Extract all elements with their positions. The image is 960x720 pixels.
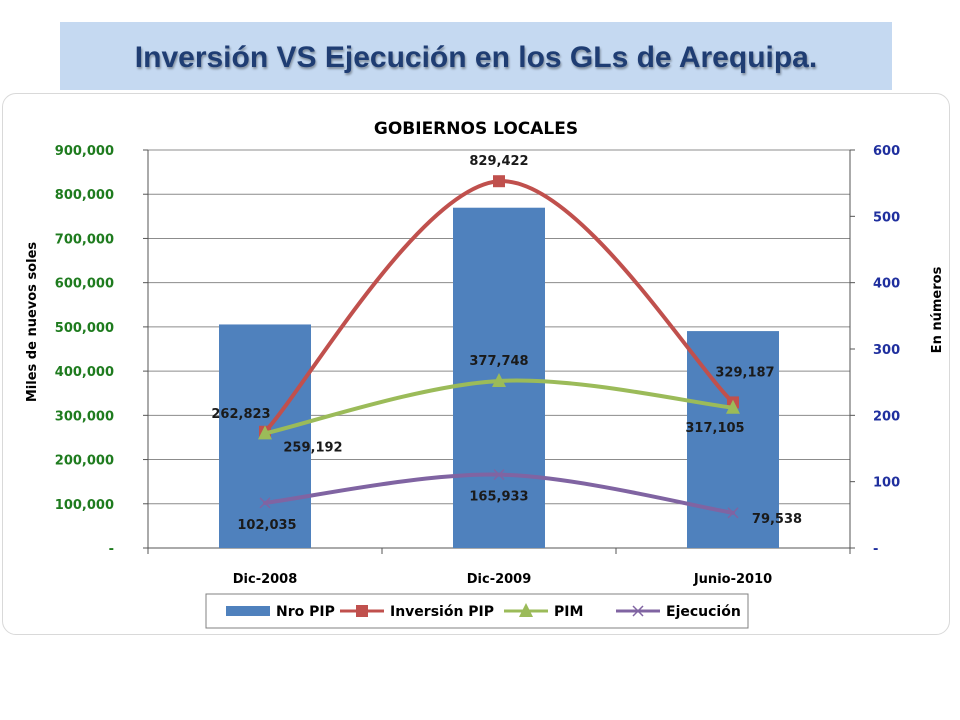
y-tick-label: 100,000 <box>55 498 114 513</box>
legend-label: Nro PIP <box>276 604 335 620</box>
data-label: 829,422 <box>469 154 528 169</box>
y-tick-label: 800,000 <box>55 188 114 203</box>
x-tick-label: Dic-2008 <box>233 572 298 587</box>
y2-axis-title: En números <box>930 266 945 353</box>
y2-tick-label: 100 <box>873 476 900 491</box>
marker-triangle <box>726 399 740 414</box>
marker-square <box>493 175 505 188</box>
y2-tick-label: 400 <box>873 277 900 292</box>
y-tick-label: 900,000 <box>55 144 114 159</box>
chart-title: GOBIERNOS LOCALES <box>374 119 578 139</box>
data-label: 317,105 <box>685 421 744 436</box>
y-tick-label: 700,000 <box>55 232 114 247</box>
legend-label: PIM <box>554 604 583 620</box>
data-label: 165,933 <box>469 490 528 505</box>
x-tick-label: Dic-2009 <box>467 572 532 587</box>
y-tick-label: - <box>109 542 114 557</box>
marker-x <box>632 605 644 617</box>
data-label: 262,823 <box>211 407 270 422</box>
marker-x <box>727 507 739 519</box>
marker-x <box>259 497 271 509</box>
legend-swatch <box>226 606 270 616</box>
title-banner: Inversión VS Ejecución en los GLs de Are… <box>60 22 892 90</box>
page-title: Inversión VS Ejecución en los GLs de Are… <box>134 41 818 74</box>
y-tick-label: 300,000 <box>55 409 114 424</box>
y-axis-title: Miles de nuevos soles <box>25 242 40 403</box>
marker-triangle <box>258 425 272 440</box>
y-tick-label: 600,000 <box>55 277 114 292</box>
y2-tick-label: 200 <box>873 409 900 424</box>
data-label: 329,187 <box>715 365 774 380</box>
y2-tick-label: 500 <box>873 210 900 225</box>
y2-tick-label: 300 <box>873 343 900 358</box>
x-tick-label: Junio-2010 <box>693 572 772 587</box>
data-label: 102,035 <box>237 518 296 533</box>
marker-square <box>356 605 368 617</box>
y2-tick-label: 600 <box>873 144 900 159</box>
legend-label: Inversión PIP <box>390 604 494 620</box>
y-tick-label: 500,000 <box>55 321 114 336</box>
legend-label: Ejecución <box>666 604 741 620</box>
y-tick-label: 400,000 <box>55 365 114 380</box>
data-label: 259,192 <box>283 440 342 455</box>
marker-triangle <box>519 603 533 617</box>
y-tick-label: 200,000 <box>55 454 114 469</box>
marker-x <box>493 469 505 481</box>
y2-tick-label: - <box>873 542 878 557</box>
data-label: 377,748 <box>469 354 528 369</box>
data-label: 79,538 <box>752 512 802 527</box>
marker-triangle <box>492 372 506 387</box>
